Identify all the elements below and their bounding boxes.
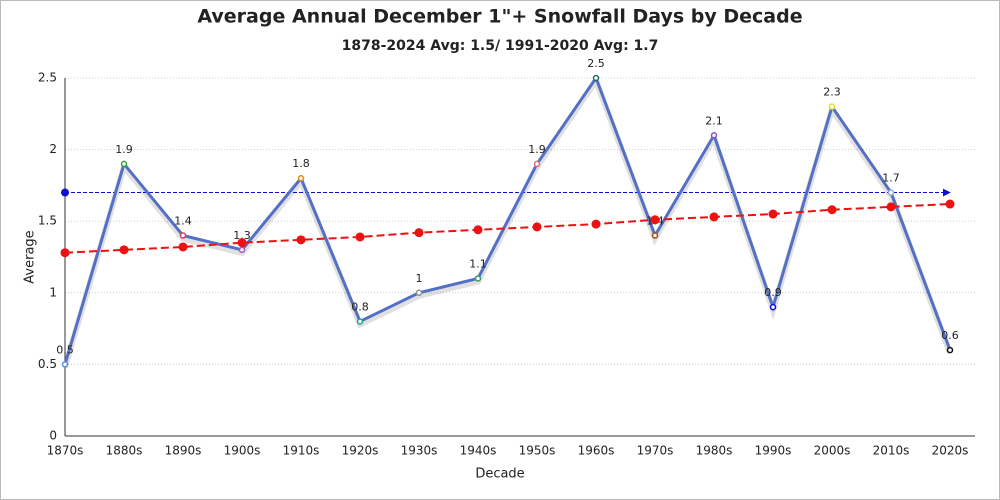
- point: [237, 238, 247, 248]
- series-line: [63, 74, 952, 365]
- point: [474, 275, 482, 282]
- point: [119, 245, 129, 255]
- point: [355, 232, 365, 242]
- point: [415, 289, 423, 297]
- data-label: 2.3: [823, 86, 841, 99]
- point: [886, 202, 896, 212]
- x-tick-label: 1970s: [637, 444, 674, 458]
- x-tick-label: 1940s: [460, 444, 497, 458]
- point: [60, 248, 70, 258]
- data-label: 0.6: [941, 329, 959, 342]
- point: [887, 189, 895, 196]
- x-tick-label: 1880s: [106, 444, 143, 458]
- y-tick-label: 0.5: [38, 357, 57, 371]
- chart-title: Average Annual December 1"+ Snowfall Day…: [197, 6, 802, 28]
- point: [414, 228, 424, 238]
- x-tick-label: 1920s: [342, 444, 379, 458]
- x-tick-label: 2020s: [932, 444, 969, 458]
- point: [828, 103, 836, 110]
- data-label: 0.5: [56, 343, 74, 356]
- data-label: 1: [416, 272, 423, 285]
- x-tick-label: 1870s: [47, 444, 84, 458]
- data-label: 2.1: [705, 114, 723, 127]
- point: [120, 160, 128, 168]
- point: [710, 132, 718, 139]
- x-tick-label: 1890s: [165, 444, 202, 458]
- data-label: 1.3: [233, 229, 251, 242]
- point: [297, 174, 305, 182]
- x-tick-label: 2000s: [814, 444, 851, 458]
- point: [709, 212, 719, 222]
- x-tick-label: 1990s: [755, 444, 792, 458]
- x-tick-label: 1900s: [224, 444, 261, 458]
- point: [768, 209, 778, 219]
- x-tick-label: 1980s: [696, 444, 733, 458]
- point: [179, 232, 187, 239]
- point: [533, 160, 541, 168]
- point: [650, 215, 660, 225]
- point: [769, 303, 777, 311]
- data-label: 2.5: [587, 57, 605, 70]
- point: [356, 318, 364, 325]
- point: [945, 199, 955, 209]
- point: [592, 74, 600, 82]
- point: [532, 222, 542, 232]
- y-axis-label: Average: [23, 230, 38, 283]
- data-label: 1.9: [115, 143, 133, 156]
- point: [238, 246, 246, 254]
- point: [827, 205, 837, 215]
- x-tick-label: 1960s: [578, 444, 615, 458]
- x-tick-label: 2010s: [873, 444, 910, 458]
- x-axis-label: Decade: [475, 467, 524, 482]
- x-tick-label: 1950s: [519, 444, 556, 458]
- x-tick-label: 1930s: [401, 444, 438, 458]
- chart-subtitle: 1878-2024 Avg: 1.5/ 1991-2020 Avg: 1.7: [342, 38, 659, 54]
- point: [178, 242, 188, 252]
- data-label: 1.7: [882, 172, 900, 185]
- point: [946, 346, 954, 354]
- y-tick-label: 1.5: [38, 214, 57, 228]
- y-tick-label: 2: [49, 142, 57, 156]
- point: [591, 219, 601, 229]
- reference-point: [61, 188, 69, 197]
- data-label: 1.4: [174, 215, 192, 228]
- y-tick-label: 0: [49, 429, 57, 443]
- y-tick-label: 2.5: [38, 71, 57, 85]
- data-label: 0.8: [351, 300, 369, 313]
- data-label: 1.9: [528, 143, 546, 156]
- point: [61, 361, 69, 368]
- trend-line: [64, 203, 951, 254]
- x-tick-label: 1910s: [283, 444, 320, 458]
- y-tick-label: 1: [49, 285, 57, 299]
- data-label: 1.1: [469, 257, 487, 270]
- data-label: 1.8: [292, 157, 310, 170]
- point: [651, 232, 659, 239]
- data-label: 0.9: [764, 286, 782, 299]
- point: [473, 225, 483, 235]
- point: [296, 235, 306, 245]
